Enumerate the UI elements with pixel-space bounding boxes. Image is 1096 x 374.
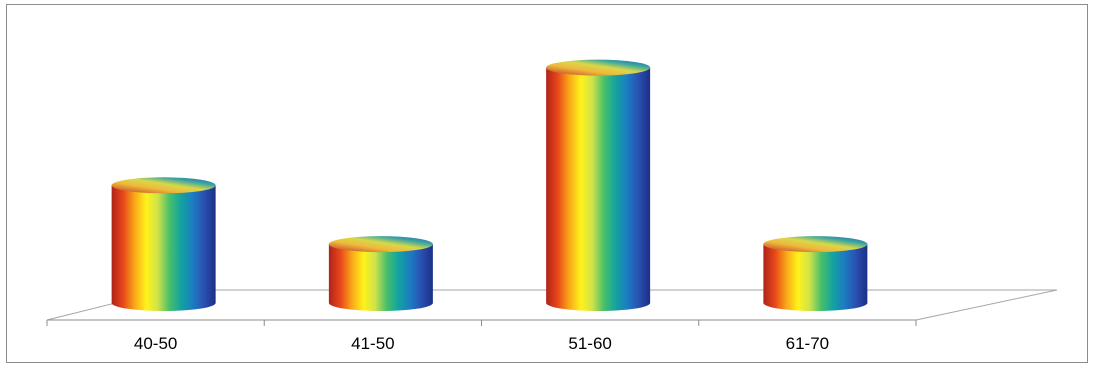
bar-cap-51-60 <box>546 59 651 76</box>
x-tick-label: 40-50 <box>134 334 177 353</box>
chart-svg: 40-50 41-50 51-60 61-70 <box>46 59 1058 353</box>
bar-cap-40-50 <box>111 177 216 194</box>
bar-41-50 <box>328 244 433 311</box>
x-tick-label: 41-50 <box>351 334 394 353</box>
bar-40-50 <box>111 185 216 311</box>
bar-cap-61-70 <box>763 236 868 253</box>
chart-frame: 40-50 41-50 51-60 61-70 <box>6 4 1088 363</box>
bar-51-60 <box>546 67 651 311</box>
bar-61-70 <box>763 244 868 311</box>
x-tick-label: 61-70 <box>786 334 829 353</box>
x-tick-label: 51-60 <box>568 334 611 353</box>
bar-cap-41-50 <box>328 236 433 253</box>
plot-area: 40-50 41-50 51-60 61-70 <box>46 59 1058 353</box>
